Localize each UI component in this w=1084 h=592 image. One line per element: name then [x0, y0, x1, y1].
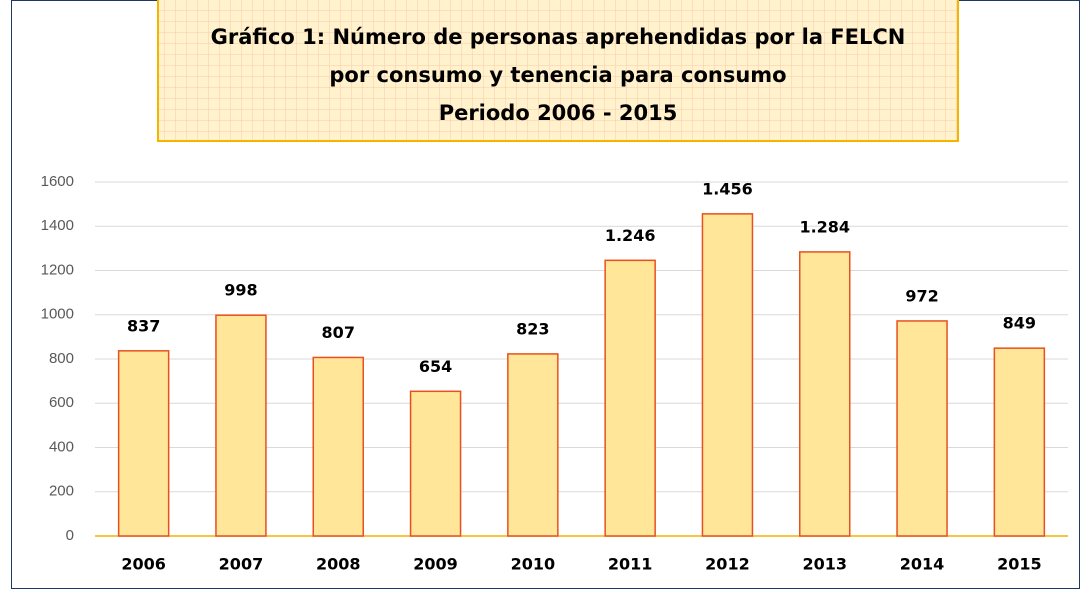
x-tick-label: 2012: [705, 555, 750, 574]
bar: [215, 314, 267, 537]
chart-title: Gráfico 1: Número de personas aprehendid…: [211, 25, 906, 49]
value-label: 972: [905, 286, 938, 305]
value-label: 654: [419, 357, 452, 376]
bar: [117, 350, 170, 537]
value-label: 849: [1003, 314, 1036, 333]
x-tick-label: 2007: [219, 555, 264, 574]
chart-title: por consumo y tenencia para consumo: [329, 63, 786, 87]
x-tick-label: 2013: [802, 555, 847, 574]
bar: [507, 353, 559, 537]
bar: [993, 347, 1046, 537]
value-label: 807: [322, 323, 355, 342]
x-tick-label: 2015: [997, 555, 1042, 574]
value-label: 837: [127, 316, 160, 335]
bar: [604, 259, 656, 537]
x-tick-label: 2011: [608, 555, 653, 574]
title-box: [157, 0, 959, 142]
y-tick-label: 0: [66, 527, 74, 544]
x-tick-label: 2009: [413, 555, 458, 574]
bar: [312, 356, 364, 537]
x-tick-label: 2014: [900, 555, 945, 574]
y-tick-label: 800: [49, 350, 74, 367]
x-tick-label: 2010: [511, 555, 556, 574]
bar: [896, 320, 948, 537]
value-label: 998: [224, 281, 257, 300]
chart-title: Periodo 2006 - 2015: [439, 101, 678, 125]
value-label: 1.284: [799, 217, 850, 236]
y-tick-label: 1200: [41, 261, 74, 278]
value-label: 823: [516, 319, 549, 338]
bar: [701, 213, 754, 537]
y-tick-label: 400: [49, 438, 74, 455]
bar: [799, 251, 851, 537]
value-label: 1.246: [605, 226, 656, 245]
bar: [409, 390, 462, 537]
y-tick-label: 1000: [41, 306, 74, 323]
value-label: 1.456: [702, 179, 753, 198]
y-tick-label: 1400: [41, 217, 74, 234]
y-tick-label: 200: [49, 483, 74, 500]
y-tick-label: 600: [49, 394, 74, 411]
y-tick-label: 1600: [41, 173, 74, 190]
x-tick-label: 2006: [121, 555, 166, 574]
x-tick-label: 2008: [316, 555, 361, 574]
